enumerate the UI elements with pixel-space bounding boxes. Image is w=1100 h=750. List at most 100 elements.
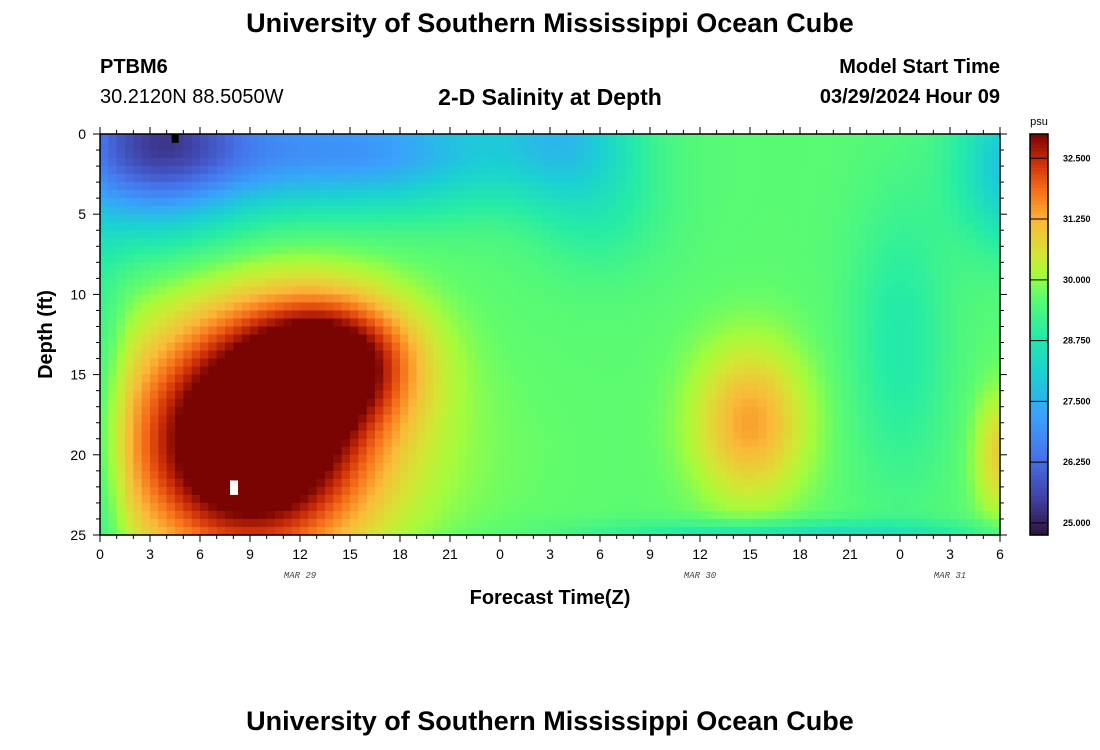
- heatmap-cell: [825, 494, 834, 504]
- heatmap-cell: [275, 406, 284, 416]
- heatmap-cell: [891, 478, 901, 488]
- heatmap-cell: [850, 286, 859, 295]
- heatmap-cell: [891, 510, 901, 520]
- heatmap-cell: [383, 182, 393, 191]
- heatmap-cell: [791, 390, 801, 400]
- heatmap-cell: [725, 518, 734, 528]
- heatmap-cell: [775, 390, 784, 400]
- heatmap-cell: [133, 198, 143, 207]
- heatmap-cell: [291, 158, 301, 167]
- heatmap-cell: [608, 358, 618, 368]
- heatmap-cell: [491, 438, 501, 448]
- heatmap-cell: [250, 390, 259, 400]
- heatmap-cell: [683, 358, 693, 368]
- heatmap-cell: [441, 270, 451, 279]
- heatmap-cell: [150, 406, 159, 416]
- heatmap-cell: [533, 222, 543, 231]
- heatmap-cell: [391, 214, 401, 223]
- heatmap-cell: [766, 374, 776, 384]
- heatmap-cell: [625, 382, 634, 392]
- heatmap-cell: [700, 246, 709, 255]
- heatmap-cell: [633, 502, 643, 512]
- heatmap-cell: [558, 510, 568, 520]
- heatmap-cell: [558, 214, 568, 223]
- heatmap-cell: [700, 142, 709, 151]
- heatmap-cell: [383, 310, 393, 320]
- heatmap-cell: [450, 382, 459, 392]
- heatmap-cell: [783, 302, 793, 312]
- heatmap-cell: [383, 454, 393, 464]
- heatmap-cell: [100, 294, 109, 304]
- heatmap-cell: [641, 462, 651, 472]
- heatmap-cell: [116, 382, 126, 392]
- heatmap-cell: [358, 462, 368, 472]
- heatmap-cell: [791, 190, 801, 199]
- heatmap-cell: [825, 366, 834, 376]
- heatmap-cell: [700, 198, 709, 207]
- heatmap-cell: [716, 206, 726, 215]
- heatmap-cell: [200, 174, 209, 183]
- heatmap-cell: [125, 182, 134, 191]
- heatmap-cell: [833, 270, 843, 279]
- heatmap-cell: [833, 182, 843, 191]
- heatmap-cell: [900, 494, 909, 504]
- heatmap-cell: [683, 494, 693, 504]
- heatmap-cell: [708, 134, 718, 143]
- heatmap-cell: [158, 334, 168, 344]
- heatmap-cell: [683, 174, 693, 183]
- heatmap-cell: [483, 494, 493, 504]
- heatmap-cell: [450, 190, 459, 199]
- heatmap-cell: [758, 278, 768, 287]
- heatmap-cell: [466, 422, 476, 432]
- heatmap-cell: [925, 302, 934, 312]
- heatmap-cell: [866, 302, 876, 312]
- heatmap-cell: [258, 150, 268, 159]
- heatmap-cell: [308, 190, 318, 199]
- heatmap-cell: [450, 302, 459, 312]
- heatmap-cell: [516, 422, 526, 432]
- heatmap-cell: [225, 142, 234, 151]
- heatmap-cell: [691, 246, 701, 255]
- heatmap-cell: [808, 406, 818, 416]
- heatmap-cell: [800, 262, 809, 271]
- heatmap-cell: [241, 518, 251, 528]
- heatmap-cell: [325, 190, 334, 199]
- heatmap-cell: [333, 518, 343, 528]
- heatmap-cell: [175, 478, 184, 488]
- heatmap-cell: [333, 406, 343, 416]
- heatmap-cell: [300, 326, 309, 336]
- heatmap-cell: [300, 270, 309, 279]
- heatmap-cell: [125, 350, 134, 360]
- heatmap-cell: [408, 262, 418, 271]
- heatmap-cell: [633, 278, 643, 287]
- heatmap-cell: [125, 134, 134, 143]
- heatmap-cell: [858, 382, 868, 392]
- heatmap-cell: [350, 406, 359, 416]
- heatmap-cell: [241, 398, 251, 408]
- heatmap-cell: [525, 334, 534, 344]
- heatmap-cell: [575, 462, 584, 472]
- heatmap-cell: [566, 502, 576, 512]
- heatmap-cell: [491, 182, 501, 191]
- heatmap-cell: [558, 518, 568, 528]
- heatmap-cell: [733, 214, 743, 223]
- heatmap-cell: [450, 158, 459, 167]
- heatmap-cell: [216, 390, 226, 400]
- heatmap-cell: [333, 446, 343, 456]
- heatmap-cell: [283, 222, 293, 231]
- heatmap-cell: [558, 406, 568, 416]
- heatmap-cell: [775, 510, 784, 520]
- heatmap-cell: [800, 454, 809, 464]
- heatmap-cell: [675, 430, 684, 440]
- heatmap-cell: [791, 158, 801, 167]
- heatmap-cell: [325, 350, 334, 360]
- heatmap-cell: [533, 470, 543, 480]
- heatmap-cell: [191, 438, 201, 448]
- heatmap-cell: [508, 150, 518, 159]
- heatmap-cell: [508, 302, 518, 312]
- heatmap-cell: [416, 462, 426, 472]
- heatmap-cell: [325, 206, 334, 215]
- heatmap-cell: [383, 526, 393, 536]
- heatmap-cell: [875, 374, 884, 384]
- heatmap-cell: [125, 206, 134, 215]
